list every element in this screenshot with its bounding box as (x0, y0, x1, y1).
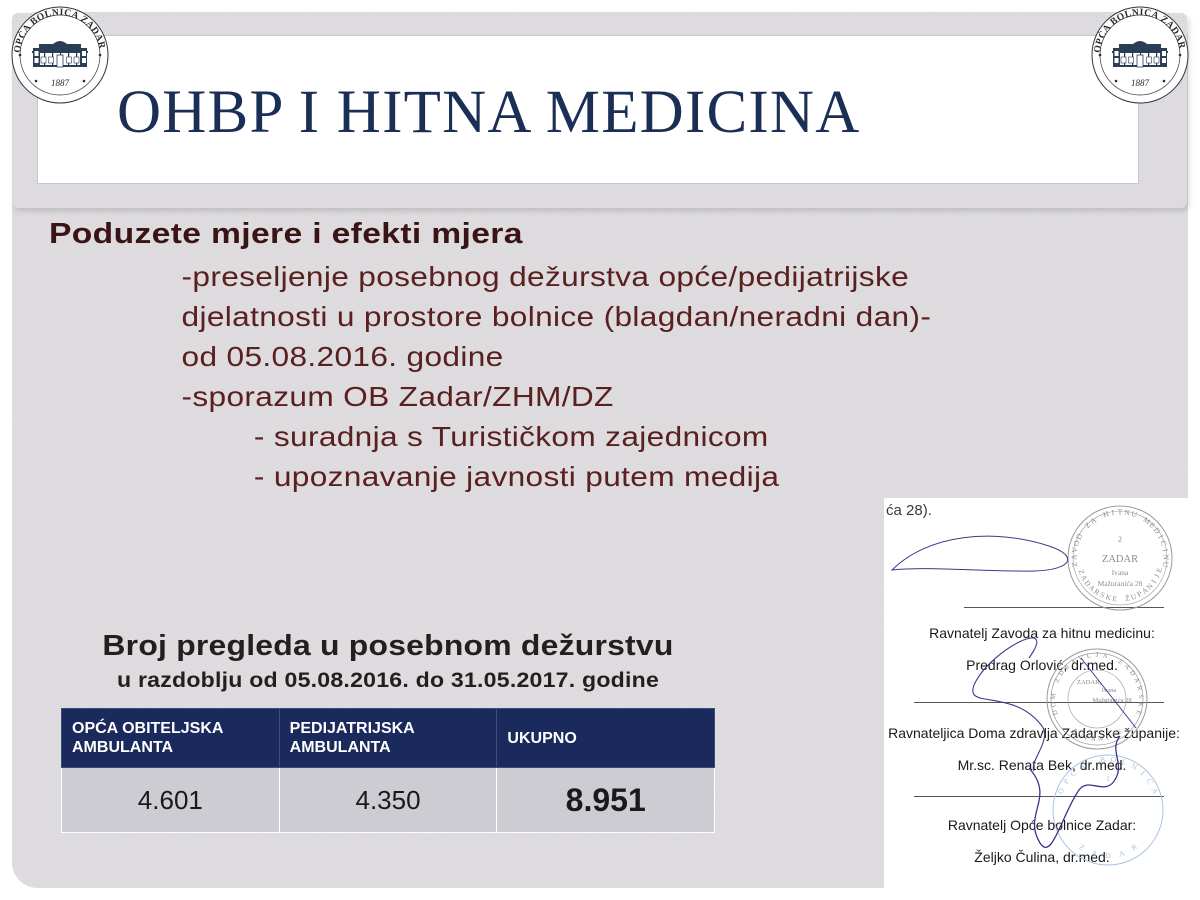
svg-text:C: C (1145, 777, 1155, 786)
svg-text:V: V (1070, 546, 1080, 553)
svg-text:A: A (1087, 583, 1098, 594)
svg-text:Ž: Ž (1124, 592, 1131, 603)
svg-text:K: K (1105, 592, 1113, 602)
svg-text:S: S (1137, 694, 1144, 698)
svg-text:U: U (1161, 561, 1171, 568)
svg-text:I: I (1161, 548, 1170, 552)
svg-text:S: S (1099, 590, 1107, 600)
svg-text:N: N (1161, 554, 1170, 560)
svg-text:ZADAR: ZADAR (1102, 554, 1138, 565)
svg-text:D: D (1152, 526, 1163, 536)
svg-text:P: P (1135, 589, 1143, 599)
svg-text:M: M (1050, 693, 1057, 699)
svg-text:A: A (1132, 677, 1140, 685)
svg-text:D: D (1082, 578, 1093, 588)
svg-text:N: N (1144, 581, 1155, 592)
svg-text:Z: Z (1054, 677, 1062, 684)
svg-text:D: D (1052, 709, 1060, 716)
svg-text:/: / (1103, 696, 1109, 705)
svg-text:U: U (1130, 509, 1138, 519)
svg-text:C: C (1158, 539, 1168, 547)
svg-text:A: A (1140, 585, 1150, 596)
svg-text:N: N (1124, 508, 1131, 518)
svg-text:A: A (1079, 573, 1090, 583)
svg-text:E: E (1147, 520, 1157, 530)
svg-text:Mažuranića 28: Mažuranića 28 (1098, 579, 1143, 588)
svg-text:E: E (1134, 709, 1142, 715)
svg-text:ZADAR,: ZADAR, (1077, 679, 1102, 686)
svg-text:P: P (1061, 777, 1071, 786)
svg-text:Z: Z (1083, 520, 1093, 530)
svg-text:T: T (1118, 508, 1123, 517)
svg-text:O: O (1071, 539, 1081, 548)
svg-text:Z: Z (1076, 568, 1086, 576)
svg-text:Ivana: Ivana (1102, 687, 1117, 694)
svg-text:A: A (1088, 515, 1098, 526)
svg-text:J: J (1152, 573, 1161, 580)
svg-text:I: I (1111, 508, 1115, 517)
svg-text:R: R (1092, 587, 1102, 598)
svg-text:A: A (1069, 554, 1078, 560)
svg-text:E: E (1112, 594, 1118, 604)
svg-text:H: H (1102, 509, 1110, 519)
svg-text:R: R (1135, 685, 1143, 692)
svg-text:O: O (1056, 786, 1067, 795)
svg-text:U: U (1130, 591, 1139, 601)
svg-text:Z: Z (1070, 561, 1080, 567)
svg-text:E: E (1154, 566, 1164, 573)
svg-text:D: D (1074, 532, 1085, 541)
svg-text:Ivana: Ivana (1112, 568, 1129, 577)
svg-text:A: A (1150, 787, 1161, 796)
svg-text:1: 1 (1106, 774, 1110, 783)
svg-text:I: I (1149, 577, 1158, 585)
svg-text:2: 2 (1118, 535, 1122, 544)
svg-text:I: I (1156, 533, 1165, 540)
svg-text:M: M (1141, 515, 1152, 526)
